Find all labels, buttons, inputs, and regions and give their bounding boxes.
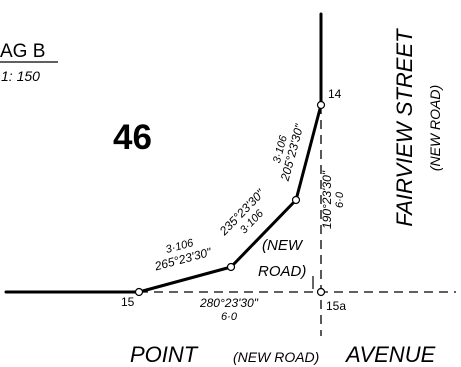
point-avenue-part2: AVENUE bbox=[344, 342, 436, 367]
peg-14 bbox=[316, 100, 326, 110]
peg-angle-1 bbox=[226, 262, 236, 272]
new-road-label-line2: ROAD) bbox=[258, 263, 306, 280]
bottom-bearing: 280°23'30" bbox=[199, 296, 259, 310]
fairview-street-note: (NEW ROAD) bbox=[427, 85, 443, 171]
lot-number: 46 bbox=[113, 118, 152, 157]
peg-15 bbox=[134, 287, 144, 297]
right-bearing: 190°23'30" bbox=[320, 170, 334, 229]
peg-angle-2 bbox=[291, 195, 301, 205]
truncation-boundary-line bbox=[137, 103, 323, 294]
title-label: AG B bbox=[0, 41, 45, 62]
station-14: 14 bbox=[328, 87, 342, 101]
scale-label: 1: 150 bbox=[1, 68, 40, 84]
fairview-street-name: FAIRVIEW STREET bbox=[392, 28, 417, 227]
station-15a: 15a bbox=[326, 299, 346, 313]
point-avenue-note: (NEW ROAD) bbox=[233, 349, 319, 365]
station-15: 15 bbox=[121, 295, 135, 309]
right-distance: 6·0 bbox=[334, 191, 346, 208]
point-avenue-part1: POINT bbox=[130, 342, 199, 367]
peg-15a bbox=[316, 287, 326, 297]
new-road-label-line1: (NEW bbox=[262, 237, 304, 254]
bottom-distance: 6·0 bbox=[221, 311, 238, 323]
